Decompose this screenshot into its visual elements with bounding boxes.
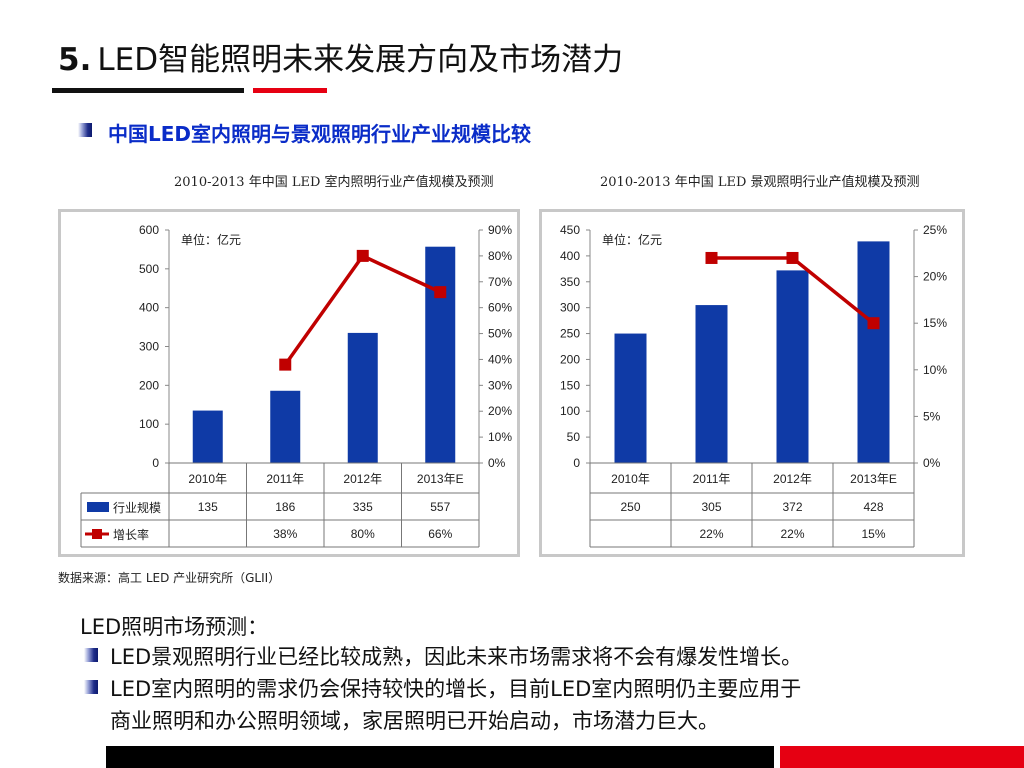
chart2-y-tick-label: 300	[560, 301, 580, 315]
chart1-y-tick-label: 500	[139, 262, 159, 276]
chart1-category-label: 2013年E	[417, 472, 464, 486]
chart2-unit-label: 单位：亿元	[602, 232, 662, 247]
chart2-scale-value: 428	[863, 500, 883, 514]
chart1-growth-value: 66%	[428, 527, 452, 541]
chart2-scale-value: 372	[782, 500, 802, 514]
chart2-bar	[614, 333, 647, 463]
chart2-title: 2010-2013 年中国 LED 景观照明行业产值规模及预测	[600, 175, 920, 190]
chart1-y-tick-label: 300	[139, 340, 159, 354]
chart1-y-tick-label: 400	[139, 301, 159, 315]
chart1-legend-line-marker	[92, 529, 102, 539]
chart2-y2-tick-label: 10%	[923, 363, 947, 377]
chart1-category-label: 2010年	[188, 472, 227, 486]
chart2-scale-value: 305	[701, 500, 721, 514]
chart1-y2-tick-label: 40%	[488, 352, 512, 366]
chart1-y2-tick-label: 80%	[488, 249, 512, 263]
bullet-text-2: LED室内照明的需求仍会保持较快的增长，目前LED室内照明仍主要应用于	[110, 677, 802, 701]
chart1-title: 2010-2013 年中国 LED 室内照明行业产值规模及预测	[174, 175, 494, 190]
chart1-growth-point	[434, 286, 447, 299]
chart1-y2-tick-label: 10%	[488, 430, 512, 444]
title-number: 5.	[58, 42, 92, 78]
chart1-bar	[192, 410, 223, 463]
chart2-growth-point	[705, 251, 718, 264]
chart1-scale-value: 335	[353, 500, 373, 514]
bullet-icon	[78, 123, 92, 137]
chart1-scale-value: 557	[430, 500, 450, 514]
chart1-y2-tick-label: 50%	[488, 327, 512, 341]
chart1-bar	[270, 390, 301, 463]
bullet-text-3: 商业照明和办公照明领域，家居照明已开始启动，市场潜力巨大。	[110, 709, 719, 733]
chart2-scale-value: 250	[620, 500, 640, 514]
chart1-y-tick-label: 200	[139, 378, 159, 392]
chart1-y2-tick-label: 70%	[488, 275, 512, 289]
chart1-category-label: 2011年	[266, 472, 304, 486]
bullet-icon	[84, 680, 98, 694]
title-text: LED智能照明未来发展方向及市场潜力	[97, 42, 624, 78]
chart1-y2-tick-label: 20%	[488, 404, 512, 418]
chart2-category-label: 2011年	[693, 472, 731, 486]
chart1-y-tick-label: 100	[139, 417, 159, 431]
chart1-y-tick-label: 0	[152, 456, 159, 470]
chart1-y-tick-label: 600	[139, 223, 159, 237]
chart1-unit-label: 单位：亿元	[181, 232, 241, 247]
chart2-category-label: 2012年	[773, 472, 812, 486]
chart1-y2-tick-label: 60%	[488, 301, 512, 315]
section-heading: 中国LED室内照明与景观照明行业产业规模比较	[108, 122, 532, 146]
chart2-category-label: 2013年E	[850, 472, 897, 486]
chart2-bar	[857, 241, 890, 463]
chart2-y-tick-label: 50	[567, 430, 581, 444]
chart1-category-label: 2012年	[343, 472, 382, 486]
chart2-y-tick-label: 0	[573, 456, 580, 470]
bullet-text-1: LED景观照明行业已经比较成熟，因此未来市场需求将不会有爆发性增长。	[110, 645, 803, 669]
chart1-growth-value: 80%	[351, 527, 375, 541]
chart2-y-tick-label: 450	[560, 223, 580, 237]
chart2-y-tick-label: 100	[560, 404, 580, 418]
chart2-y-tick-label: 150	[560, 378, 580, 392]
chart2-bar	[695, 305, 728, 463]
chart2-y-tick-label: 350	[560, 275, 580, 289]
chart2-growth-value: 22%	[780, 527, 804, 541]
chart2-growth-value: 22%	[699, 527, 723, 541]
chart1-bar	[347, 332, 378, 463]
chart1-growth-value: 38%	[273, 527, 297, 541]
chart1-growth-point	[356, 249, 369, 262]
chart1-scale-value: 186	[275, 500, 295, 514]
chart1-y2-tick-label: 30%	[488, 378, 512, 392]
chart1-legend-line-label: 增长率	[113, 527, 149, 542]
chart2-y2-tick-label: 0%	[923, 456, 941, 470]
body-heading: LED照明市场预测：	[80, 615, 269, 639]
chart1-legend-bar-label: 行业规模	[113, 500, 161, 515]
chart2-growth-point	[867, 317, 880, 330]
footer-bar-red	[780, 746, 1024, 768]
chart2-y-tick-label: 250	[560, 327, 580, 341]
chart1-growth-point	[279, 358, 292, 371]
footer-bar-black	[106, 746, 774, 768]
chart1-plot: 0 100 200 300 400 500 600 0% 10% 20% 30% 40% 50% 60% 7…	[80, 223, 512, 548]
chart1-y2-tick-label: 0%	[488, 456, 506, 470]
chart2-growth-point	[786, 251, 799, 264]
chart1-frame: 0 100 200 300 400 500 600 0% 10% 20% 30% 40% 50% 60% 7…	[58, 209, 520, 557]
chart2-y2-tick-label: 25%	[923, 223, 947, 237]
chart2-growth-value: 15%	[861, 527, 885, 541]
title-underline-black	[52, 88, 244, 93]
chart2-y2-tick-label: 20%	[923, 270, 947, 284]
chart2-category-label: 2010年	[611, 472, 650, 486]
slide-title: 5. LED智能照明未来发展方向及市场潜力	[58, 34, 623, 79]
chart1-bar	[425, 246, 456, 463]
title-underline-red	[253, 88, 327, 93]
chart2-y-tick-label: 200	[560, 352, 580, 366]
chart2-y2-tick-label: 5%	[923, 409, 941, 423]
chart2-bar	[776, 270, 809, 463]
chart2-y-tick-label: 400	[560, 249, 580, 263]
source-note: 数据来源：高工 LED 产业研究所（GLII）	[58, 571, 281, 585]
chart1-scale-value: 135	[198, 500, 218, 514]
bullet-icon	[84, 648, 98, 662]
chart2-frame: 0 50 100 150 200 250 300 350 400 450 0% 5% 10% 15% 20%…	[539, 209, 965, 557]
chart1-legend-bar-swatch	[87, 502, 109, 512]
chart1-y2-tick-label: 90%	[488, 223, 512, 237]
chart2-plot: 0 50 100 150 200 250 300 350 400 450 0% 5% 10% 15% 20%…	[560, 223, 947, 548]
chart2-y2-tick-label: 15%	[923, 316, 947, 330]
